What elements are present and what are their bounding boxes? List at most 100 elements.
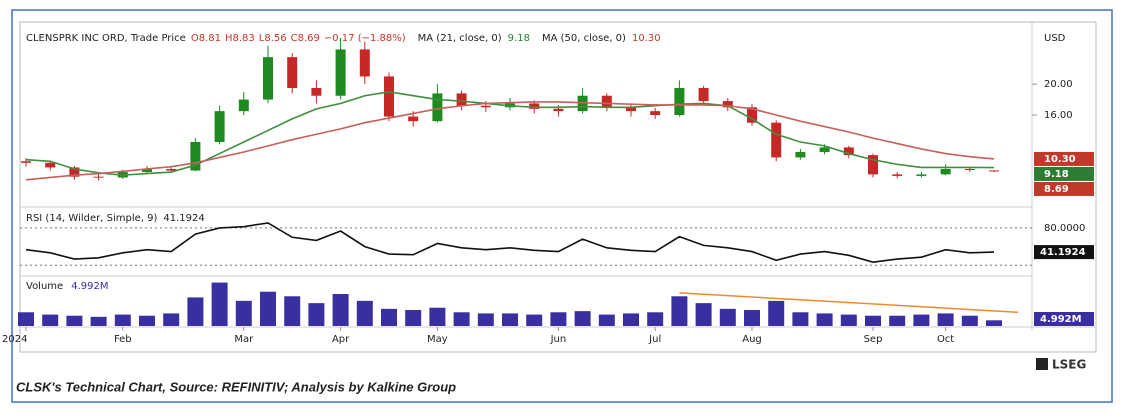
- candle-body: [432, 93, 443, 122]
- volume-bar: [18, 312, 34, 326]
- quote-field: C8.69: [291, 33, 320, 44]
- y-tick-label: 16.00: [1044, 110, 1073, 121]
- x-tick-label: Feb: [114, 334, 132, 345]
- quote-field: H8.83: [225, 33, 255, 44]
- candle-body: [408, 116, 419, 122]
- volume-bar: [429, 307, 446, 326]
- volume-bar: [647, 312, 664, 326]
- candle-body: [384, 76, 394, 117]
- volume-bar: [889, 315, 906, 326]
- candle-body: [601, 95, 612, 108]
- volume-bar: [163, 313, 180, 326]
- rsi-line: [25, 222, 995, 263]
- legend-ma21-value: 9.18: [508, 33, 530, 44]
- candle-body: [650, 111, 661, 115]
- candle-body: [287, 57, 298, 89]
- volume-bar: [356, 300, 373, 326]
- candle-body: [45, 162, 56, 168]
- volume-bar: [405, 310, 422, 326]
- volume-bar: [574, 311, 591, 326]
- x-tick-label: Mar: [234, 334, 254, 345]
- volume-bar: [332, 294, 349, 326]
- rsi-tag: [1034, 245, 1094, 260]
- volume-name: Volume: [26, 281, 63, 292]
- candle-body: [674, 88, 685, 115]
- volume-bar: [840, 314, 857, 326]
- volume-bar: [913, 314, 930, 326]
- candle-body: [359, 49, 370, 77]
- rsi-value: 41.1924: [163, 213, 204, 224]
- volume-bar: [66, 315, 83, 326]
- candle-body: [747, 107, 757, 123]
- volume-tag-label: 4.992M: [1040, 314, 1082, 325]
- volume-bar: [526, 314, 543, 326]
- x-tick-label: 2024: [2, 334, 27, 345]
- volume-bar: [235, 300, 252, 326]
- volume-bar: [187, 297, 204, 326]
- legend-ma50-value: 10.30: [632, 33, 661, 44]
- candle-body: [698, 88, 709, 102]
- candle-body: [480, 105, 491, 108]
- volume-bar: [260, 291, 276, 326]
- x-tick-label: May: [427, 334, 448, 345]
- volume-bar: [90, 316, 107, 326]
- volume-legend: Volume 4.992M: [26, 281, 108, 292]
- volume-bar: [937, 313, 954, 326]
- candle-body: [795, 152, 806, 158]
- candle-body: [964, 168, 975, 170]
- x-tick-label: Apr: [332, 334, 350, 345]
- outer-frame: [11, 9, 1113, 403]
- candle-body: [553, 108, 564, 112]
- price-tag-label: 8.69: [1044, 184, 1069, 195]
- y-tick-label: 20.00: [1044, 79, 1073, 90]
- chart-legend: CLENSPRK INC ORD, Trade Price O8.81 H8.83 L…: [26, 33, 661, 44]
- candle-body: [456, 93, 467, 106]
- x-tick-label: Jul: [648, 334, 661, 345]
- candle-body: [214, 111, 225, 142]
- volume-trendline: [679, 292, 1019, 314]
- caption: CLSK's Technical Chart, Source: REFINITI…: [16, 379, 456, 394]
- volume-bar: [211, 282, 228, 326]
- quote-field: O8.81: [191, 33, 221, 44]
- price-tag: [1034, 151, 1094, 166]
- x-tick-label: Sep: [864, 334, 883, 345]
- volume-bar: [816, 313, 833, 326]
- quote-field: −0.17 (−1.88%): [324, 33, 406, 44]
- volume-bar: [550, 312, 567, 326]
- volume-bar: [671, 296, 688, 326]
- moving-average-line: [25, 91, 995, 176]
- price-tag-label: 9.18: [1044, 169, 1069, 180]
- volume-bar: [308, 303, 325, 326]
- volume-bar: [381, 308, 397, 326]
- rsi-name: RSI (14, Wilder, Simple, 9): [26, 213, 157, 224]
- candle-body: [93, 176, 104, 178]
- rsi-tag-label: 41.1924: [1040, 247, 1086, 258]
- volume-bar: [744, 310, 760, 326]
- logo-icon: [1036, 358, 1048, 370]
- x-tick-label: Oct: [937, 334, 954, 345]
- volume-bar: [986, 320, 1002, 326]
- volume-bar: [42, 314, 59, 326]
- x-tick-label: Jun: [550, 334, 567, 345]
- volume-value: 4.992M: [71, 281, 108, 292]
- legend-ma21: MA (21, close, 0): [418, 33, 502, 44]
- volume-bar: [453, 312, 470, 326]
- volume-bar: [961, 315, 978, 326]
- candle-body: [868, 155, 878, 175]
- volume-bar: [598, 314, 615, 326]
- price-tag: [1034, 166, 1094, 181]
- candle-body: [819, 147, 830, 153]
- candle-body: [238, 99, 249, 112]
- candle-body: [916, 174, 927, 176]
- candle-body: [843, 147, 854, 156]
- candle-body: [940, 168, 951, 175]
- candle-body: [190, 141, 201, 171]
- volume-bar: [719, 308, 736, 326]
- candle-body: [21, 161, 31, 163]
- candle-body: [989, 170, 999, 172]
- quote-field: L8.56: [259, 33, 287, 44]
- candle-body: [529, 103, 540, 109]
- candle-body: [892, 174, 903, 176]
- rsi-tick-label: 80.0000: [1044, 223, 1085, 234]
